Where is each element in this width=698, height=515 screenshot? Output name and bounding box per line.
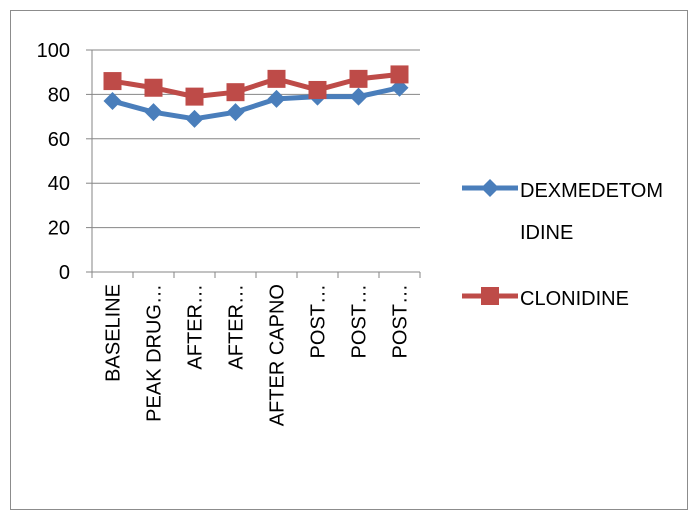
x-tick-label: BASELINE: [103, 284, 125, 382]
data-point: [103, 72, 122, 91]
y-tick-label: 40: [48, 173, 70, 195]
data-point: [349, 69, 368, 88]
data-point: [308, 80, 327, 99]
axes: [86, 49, 421, 278]
data-point: [267, 69, 286, 88]
legend: DEXMEDETOM IDINE CLONIDINE: [462, 179, 663, 310]
x-tick-label: AFTER…: [226, 284, 248, 370]
data-point: [349, 87, 368, 106]
x-tick-label: AFTER…: [185, 284, 207, 370]
y-axis-tick-labels: 0 20 40 60 80 100: [37, 40, 70, 284]
series-dexmedetomidine: [103, 78, 409, 128]
y-tick-label: 80: [48, 84, 70, 106]
data-point: [144, 78, 163, 97]
y-tick-label: 20: [48, 218, 70, 240]
x-tick-label: POST…: [349, 284, 371, 358]
x-tick-label: POST…: [390, 284, 412, 358]
data-point: [185, 109, 204, 128]
legend-label: IDINE: [520, 222, 573, 244]
data-point: [185, 87, 204, 106]
gridlines: [92, 49, 420, 229]
chart-frame: [10, 10, 688, 510]
data-point: [226, 83, 245, 102]
series-lines: [103, 65, 409, 128]
x-axis-tick-labels: BASELINE PEAK DRUG… AFTER… AFTER… AFTER CAPN…: [103, 284, 412, 426]
legend-swatch-marker: [481, 179, 499, 197]
legend-label: DEXMEDETOM: [520, 180, 663, 202]
series-clonidine: [103, 65, 409, 106]
data-point: [390, 65, 409, 84]
legend-label: CLONIDINE: [520, 288, 629, 310]
data-point: [103, 92, 122, 111]
y-tick-label: 100: [37, 40, 70, 62]
legend-item-dexmedetomidine: DEXMEDETOM IDINE: [462, 179, 663, 244]
x-tick-label: AFTER CAPNO: [267, 284, 289, 426]
y-tick-label: 60: [48, 129, 70, 151]
legend-swatch-marker: [481, 287, 499, 305]
data-point: [226, 103, 245, 122]
x-tick-label: PEAK DRUG…: [144, 284, 166, 422]
x-tick-label: POST…: [308, 284, 330, 358]
data-point: [267, 89, 286, 108]
data-point: [144, 103, 163, 122]
y-tick-label: 0: [59, 262, 70, 284]
legend-item-clonidine: CLONIDINE: [462, 287, 629, 310]
